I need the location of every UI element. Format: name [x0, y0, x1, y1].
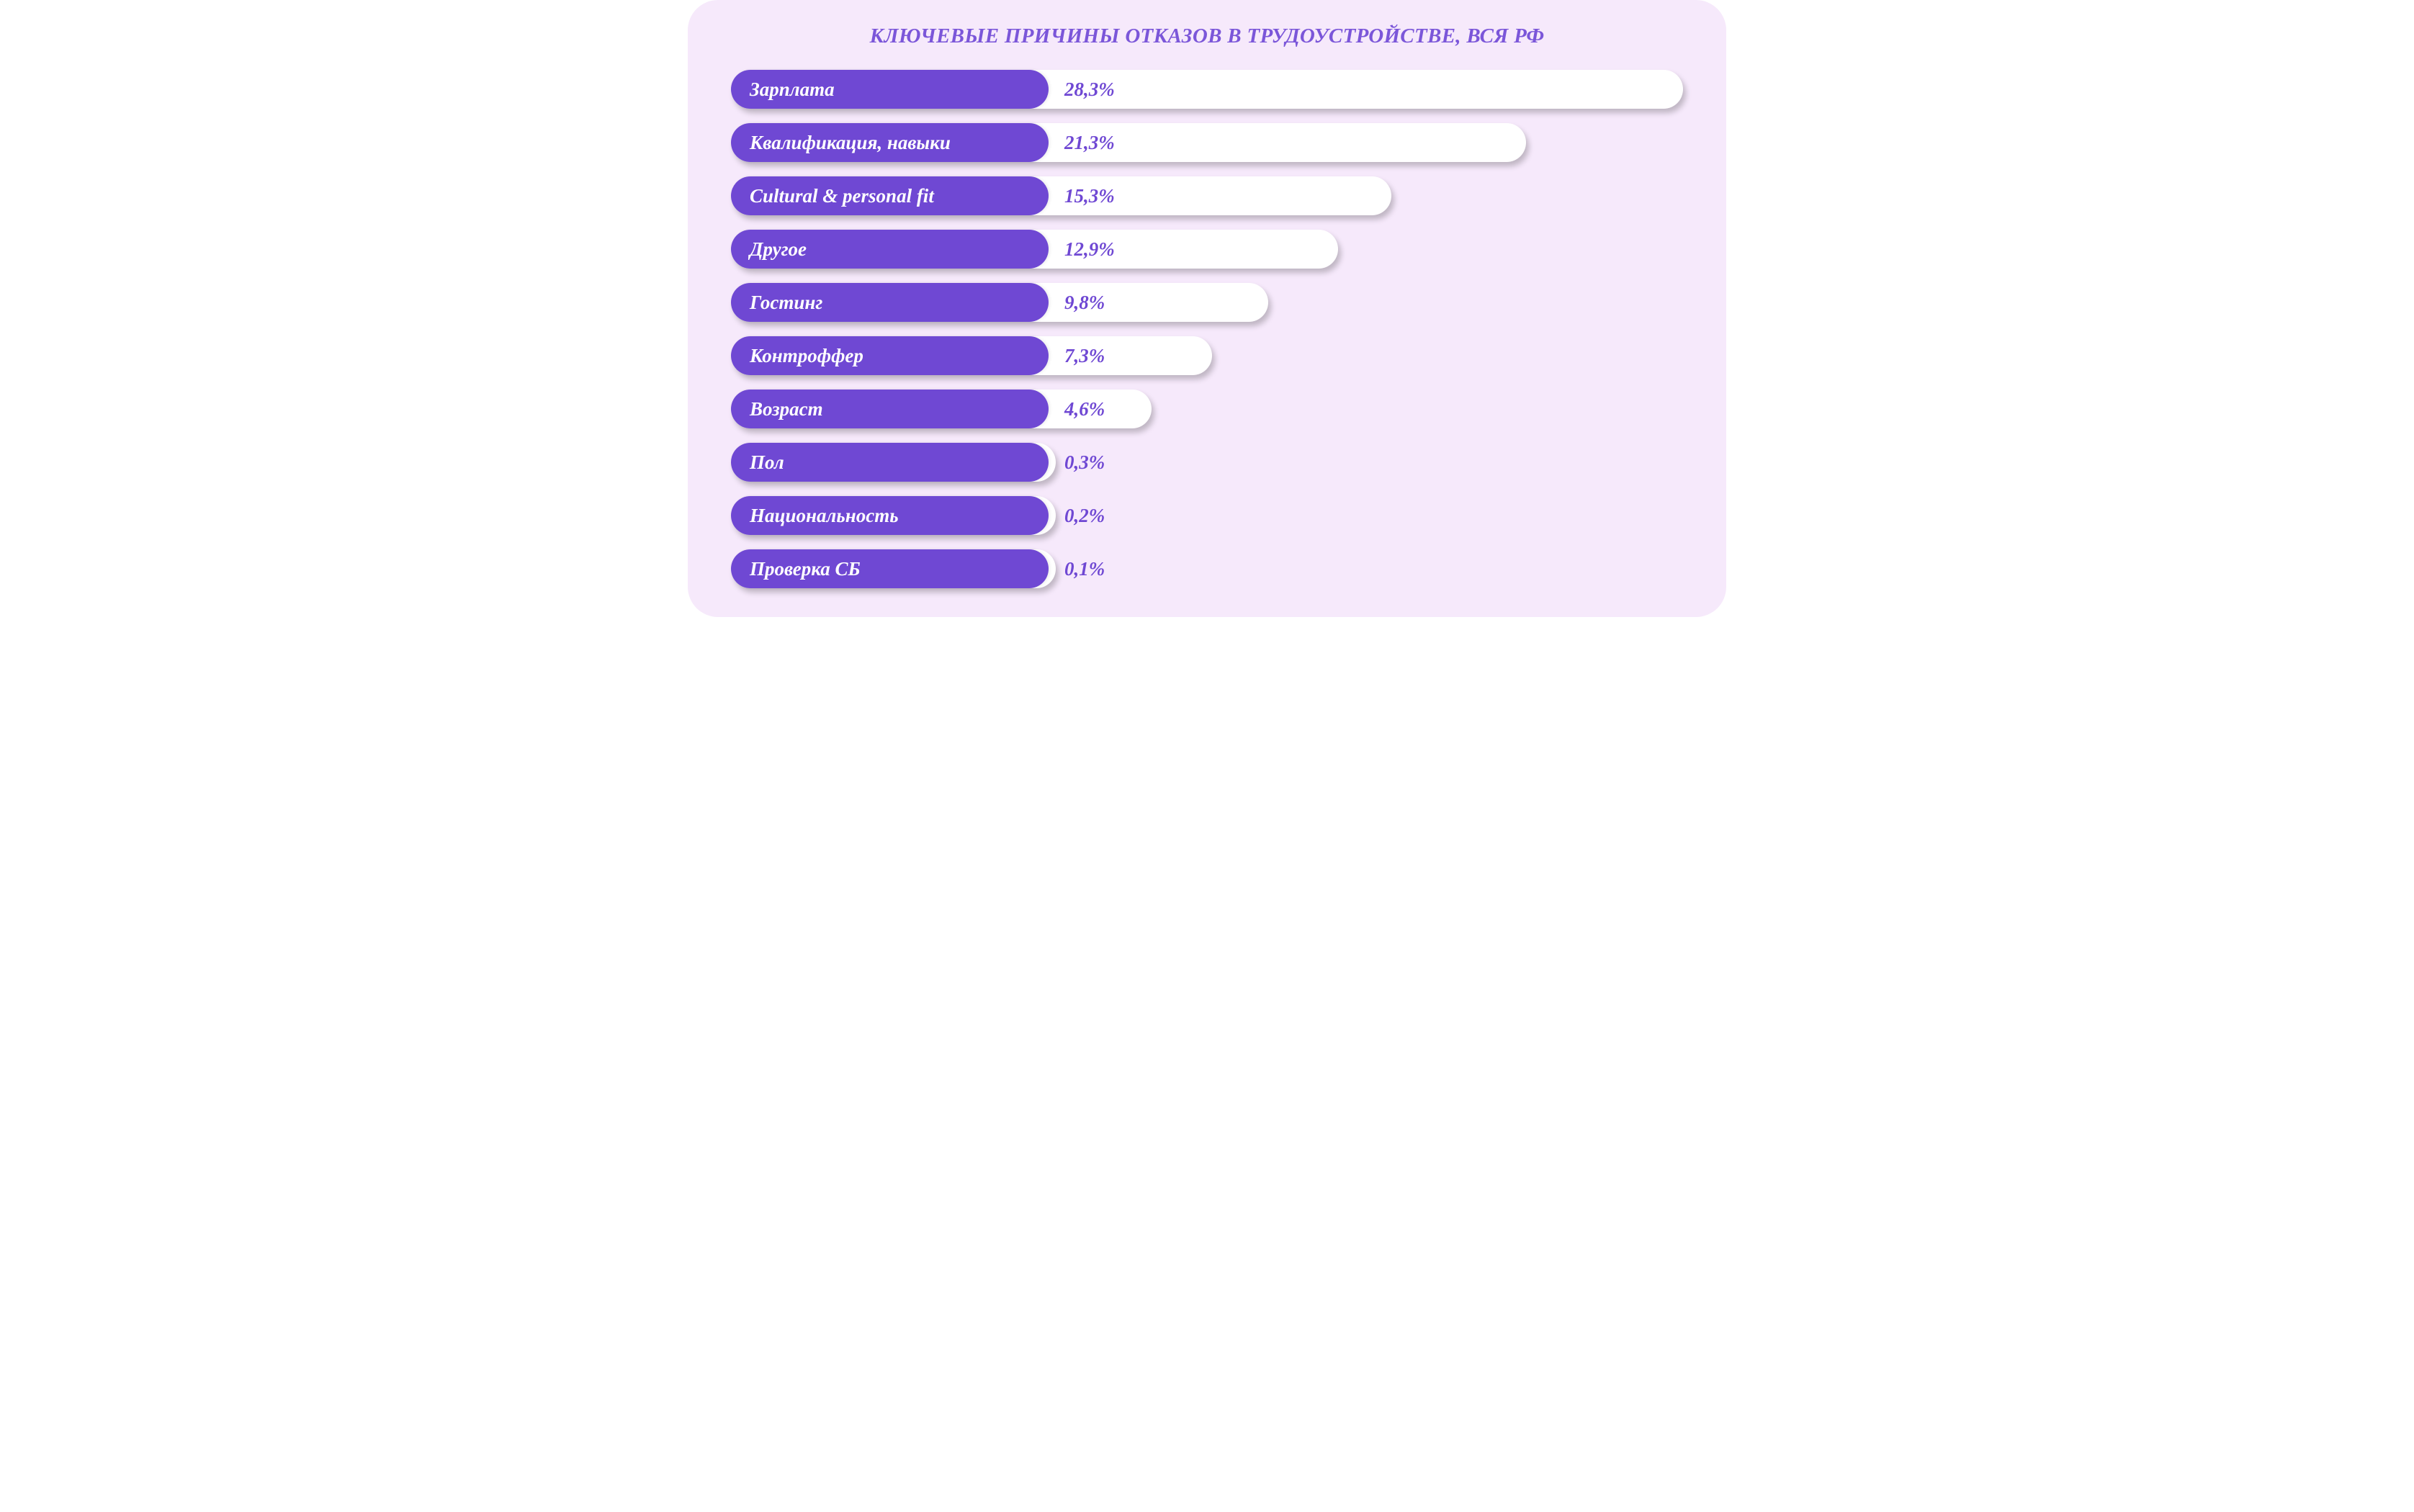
bar-row: Cultural & personal fit 15,3%: [731, 176, 1683, 215]
bar-fill: Пол: [731, 443, 1049, 482]
bar-row: Национальность 0,2%: [731, 496, 1683, 535]
bar-label: Другое: [750, 238, 807, 261]
bar-label: Национальность: [750, 505, 899, 527]
bar-row: Проверка СБ 0,1%: [731, 549, 1683, 588]
bar-value: 12,9%: [1064, 230, 1115, 269]
bar-label: Пол: [750, 451, 784, 474]
bar-label: Контроффер: [750, 345, 863, 367]
bar-value: 4,6%: [1064, 390, 1105, 428]
bar-row: Возраст 4,6%: [731, 390, 1683, 428]
bar-row: Зарплата 28,3%: [731, 70, 1683, 109]
bar-label: Cultural & personal fit: [750, 185, 934, 207]
bar-fill: Cultural & personal fit: [731, 176, 1049, 215]
bar-value: 15,3%: [1064, 176, 1115, 215]
bar-list: Зарплата 28,3% Квалификация, навыки 21,3% Cu…: [731, 70, 1683, 588]
bar-fill: Квалификация, навыки: [731, 123, 1049, 162]
bar-value: 28,3%: [1064, 70, 1115, 109]
bar-fill: Другое: [731, 230, 1049, 269]
bar-row: Квалификация, навыки 21,3%: [731, 123, 1683, 162]
bar-label: Зарплата: [750, 78, 835, 101]
chart-title: КЛЮЧЕВЫЕ ПРИЧИНЫ ОТКАЗОВ В ТРУДОУСТРОЙСТ…: [731, 24, 1683, 48]
bar-label: Проверка СБ: [750, 558, 861, 580]
bar-fill: Национальность: [731, 496, 1049, 535]
bar-value: 0,2%: [1064, 496, 1105, 535]
bar-fill: Контроффер: [731, 336, 1049, 375]
bar-label: Гостинг: [750, 292, 822, 314]
bar-row: Гостинг 9,8%: [731, 283, 1683, 322]
bar-row: Пол 0,3%: [731, 443, 1683, 482]
bar-value: 7,3%: [1064, 336, 1105, 375]
bar-label: Возраст: [750, 398, 823, 420]
bar-value: 9,8%: [1064, 283, 1105, 322]
bar-value: 21,3%: [1064, 123, 1115, 162]
bar-row: Другое 12,9%: [731, 230, 1683, 269]
bar-label: Квалификация, навыки: [750, 132, 951, 154]
chart-card: КЛЮЧЕВЫЕ ПРИЧИНЫ ОТКАЗОВ В ТРУДОУСТРОЙСТ…: [688, 0, 1726, 617]
bar-value: 0,1%: [1064, 549, 1105, 588]
bar-row: Контроффер 7,3%: [731, 336, 1683, 375]
bar-value: 0,3%: [1064, 443, 1105, 482]
bar-fill: Гостинг: [731, 283, 1049, 322]
bar-fill: Проверка СБ: [731, 549, 1049, 588]
bar-fill: Зарплата: [731, 70, 1049, 109]
bar-fill: Возраст: [731, 390, 1049, 428]
